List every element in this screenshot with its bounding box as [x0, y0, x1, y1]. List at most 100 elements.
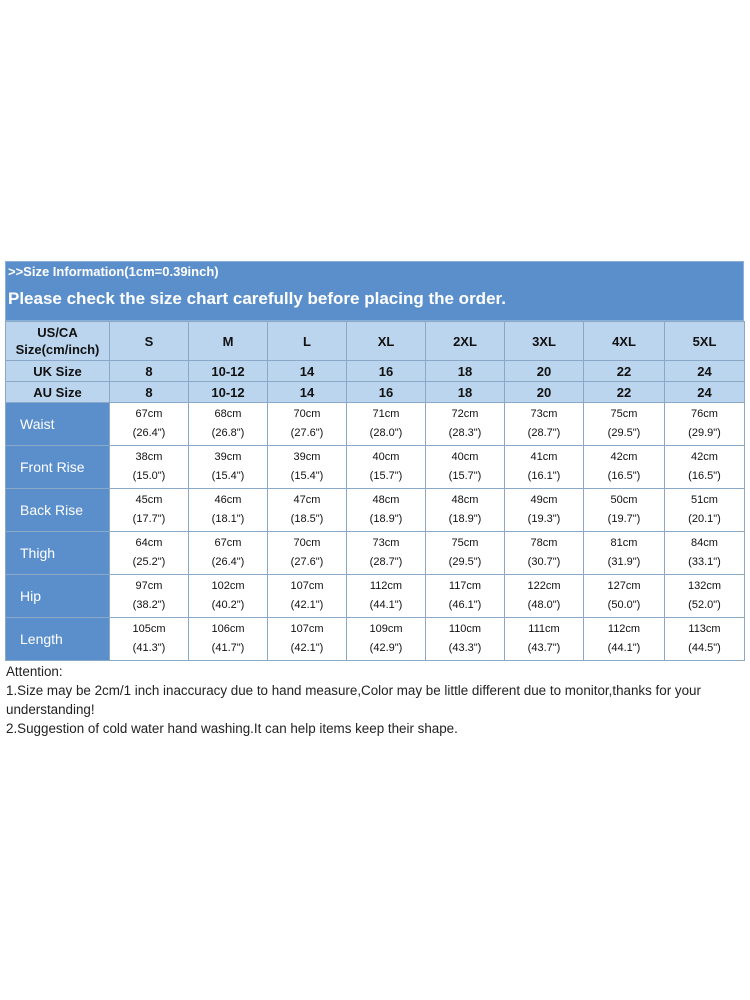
inch-value: (44.1"): [607, 642, 641, 654]
measurement-cell: 110cm (43.3"): [425, 617, 505, 661]
measurement-cell: 48cm (18.9"): [425, 488, 505, 532]
cm-value: 97cm: [135, 580, 163, 592]
measurement-cell: 49cm (19.3"): [504, 488, 584, 532]
inch-value: (19.3"): [527, 513, 561, 525]
cm-value: 42cm: [610, 451, 638, 463]
size-info-title: >>Size Information(1cm=0.39inch): [8, 264, 219, 279]
size-header-cell: M: [188, 321, 268, 361]
cm-value: 64cm: [135, 537, 163, 549]
measurement-cell: 40cm (15.7"): [425, 445, 505, 489]
cm-value: 84cm: [691, 537, 718, 549]
inch-value: (42.1"): [290, 599, 324, 611]
size-header-cell: L: [267, 321, 347, 361]
measurement-row: Front Rise 38cm (15.0") 39cm (15.4") 39cm (15.…: [5, 445, 745, 489]
cm-value: 127cm: [607, 580, 641, 592]
attention-title: Attention:: [6, 664, 63, 679]
measurement-row: Waist 67cm (26.4") 68cm (26.8") 70cm (27.6") 71…: [5, 402, 745, 446]
cm-value: 41cm: [530, 451, 558, 463]
inch-value: (16.5"): [688, 470, 721, 482]
inch-value: (28.7"): [527, 427, 561, 439]
measurement-label: Front Rise: [5, 445, 110, 489]
uk-size-cell: 20: [504, 360, 584, 382]
measurement-cell: 107cm (42.1"): [267, 617, 347, 661]
cm-value: 40cm: [451, 451, 479, 463]
measurement-cell: 73cm (28.7"): [346, 531, 426, 575]
cm-value: 110cm: [448, 623, 482, 635]
measurement-cell: 113cm (44.5"): [664, 617, 745, 661]
measurement-cell: 50cm (19.7"): [583, 488, 665, 532]
measurement-cell: 51cm (20.1"): [664, 488, 745, 532]
measurement-cell: 64cm (25.2"): [109, 531, 189, 575]
inch-value: (26.4"): [132, 427, 166, 439]
cm-value: 47cm: [293, 494, 321, 506]
uk-size-cell: 18: [425, 360, 505, 382]
inch-value: (43.7"): [527, 642, 561, 654]
size-header-cell: 2XL: [425, 321, 505, 361]
measurement-cell: 71cm (28.0"): [346, 402, 426, 446]
measurement-row: Hip 97cm (38.2") 102cm (40.2") 107cm (42.1") 11…: [5, 574, 745, 618]
inch-value: (17.7"): [132, 513, 166, 525]
inch-value: (18.9"): [369, 513, 403, 525]
measurement-cell: 111cm (43.7"): [504, 617, 584, 661]
measurement-cell: 105cm (41.3"): [109, 617, 189, 661]
measurement-cell: 39cm (15.4"): [267, 445, 347, 489]
measurement-cell: 76cm (29.9"): [664, 402, 745, 446]
cm-value: 113cm: [688, 623, 721, 635]
inch-value: (16.1"): [527, 470, 561, 482]
cm-value: 68cm: [214, 408, 242, 420]
measurement-cell: 67cm (26.4"): [188, 531, 268, 575]
inch-value: (31.9"): [607, 556, 641, 568]
inch-value: (44.1"): [369, 599, 403, 611]
inch-value: (41.3"): [132, 642, 166, 654]
cm-value: 111cm: [528, 623, 560, 635]
inch-value: (25.2"): [132, 556, 166, 568]
au-size-cell: 20: [504, 381, 584, 403]
us-size-row: US/CA Size(cm/inch) S M L XL 2XL 3XL 4XL 5XL: [5, 321, 745, 361]
cm-value: 67cm: [135, 408, 163, 420]
uk-size-cell: 24: [664, 360, 745, 382]
inch-value: (18.5"): [290, 513, 324, 525]
measurement-cell: 117cm (46.1"): [425, 574, 505, 618]
inch-value: (18.9"): [448, 513, 482, 525]
size-header-cell: 5XL: [664, 321, 745, 361]
cm-value: 107cm: [290, 623, 324, 635]
au-size-cell: 10-12: [188, 381, 268, 403]
size-chart: >>Size Information(1cm=0.39inch) Please …: [5, 261, 745, 738]
measurement-cell: 40cm (15.7"): [346, 445, 426, 489]
size-unit-label: Size(cm/inch): [15, 342, 100, 357]
inch-value: (30.7"): [527, 556, 561, 568]
measurement-cell: 122cm (48.0"): [504, 574, 584, 618]
cm-value: 39cm: [214, 451, 242, 463]
measurement-cell: 38cm (15.0"): [109, 445, 189, 489]
inch-value: (29.9"): [688, 427, 721, 439]
au-size-cell: 22: [583, 381, 665, 403]
measurement-cell: 107cm (42.1"): [267, 574, 347, 618]
inch-value: (19.7"): [607, 513, 641, 525]
measurement-cell: 39cm (15.4"): [188, 445, 268, 489]
inch-value: (27.6"): [290, 556, 324, 568]
cm-value: 76cm: [691, 408, 718, 420]
inch-value: (20.1"): [688, 513, 721, 525]
inch-value: (46.1"): [448, 599, 482, 611]
cm-value: 107cm: [290, 580, 324, 592]
cm-value: 72cm: [451, 408, 479, 420]
cm-value: 132cm: [687, 580, 722, 592]
cm-value: 49cm: [530, 494, 558, 506]
inch-value: (50.0"): [607, 599, 641, 611]
cm-value: 75cm: [610, 408, 638, 420]
measurement-cell: 81cm (31.9"): [583, 531, 665, 575]
measurement-cell: 42cm (16.5"): [664, 445, 745, 489]
measurement-cell: 41cm (16.1"): [504, 445, 584, 489]
measurement-label: Thigh: [5, 531, 110, 575]
attention-note-1: 1.Size may be 2cm/1 inch inaccuracy due …: [6, 683, 701, 717]
measurement-cell: 46cm (18.1"): [188, 488, 268, 532]
attention-note-2: 2.Suggestion of cold water hand washing.…: [6, 721, 458, 736]
au-size-cell: 16: [346, 381, 426, 403]
inch-value: (52.0"): [688, 599, 721, 611]
size-table: US/CA Size(cm/inch) S M L XL 2XL 3XL 4XL 5XL UK…: [5, 321, 745, 661]
uk-size-cell: 22: [583, 360, 665, 382]
inch-value: (41.7"): [211, 642, 245, 654]
uk-size-cell: 10-12: [188, 360, 268, 382]
size-header-cell: 4XL: [583, 321, 665, 361]
measurement-cell: 75cm (29.5"): [425, 531, 505, 575]
